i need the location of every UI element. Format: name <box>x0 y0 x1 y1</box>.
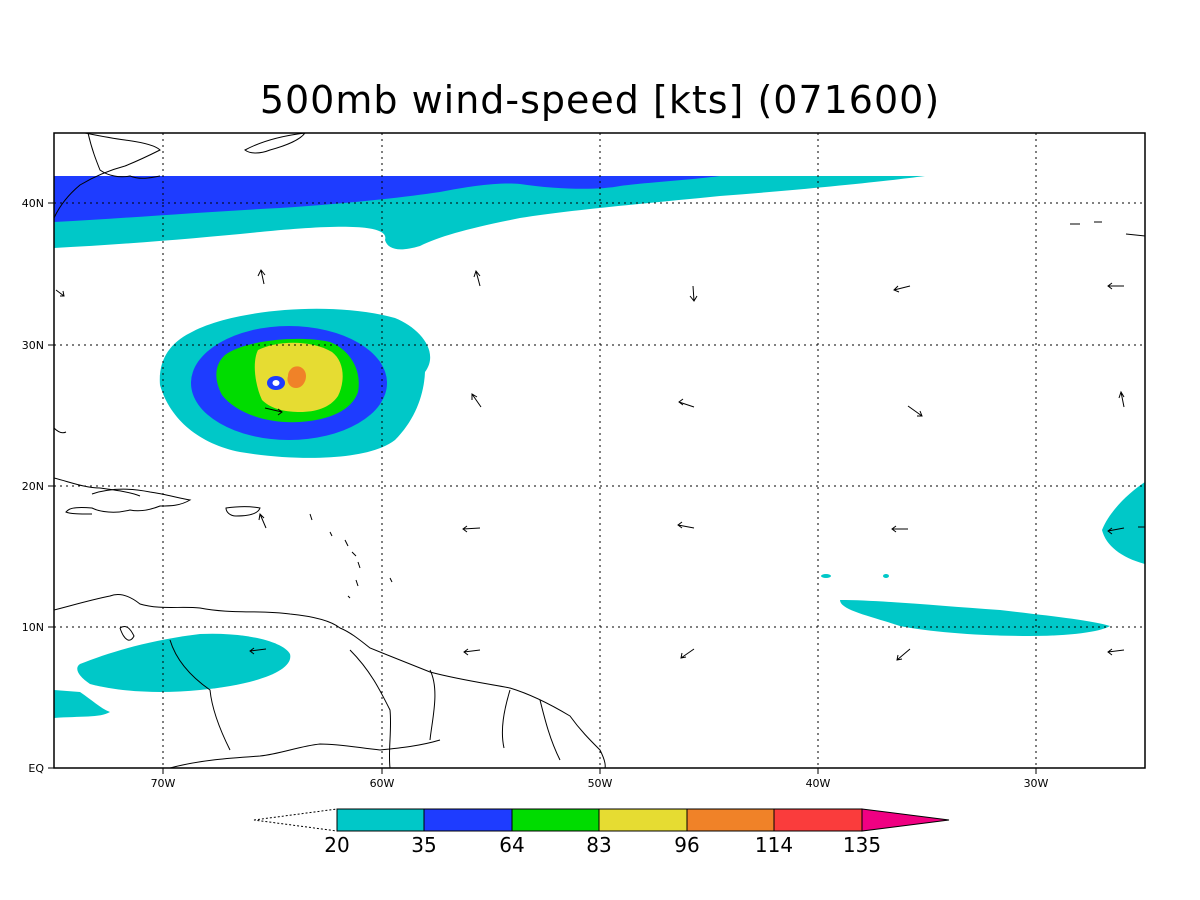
x-tick-label: 30W <box>1024 777 1049 790</box>
wind-vector-arrow <box>471 393 482 408</box>
florida-coastline <box>54 427 67 434</box>
wind-vector-arrow <box>677 521 695 529</box>
axis-tick-marks <box>48 202 1037 774</box>
azores-islands <box>1070 221 1145 237</box>
wind-vector-arrow <box>891 525 908 533</box>
south-america-coastline <box>54 593 606 768</box>
wind-vector-arrow <box>678 398 695 408</box>
wind-vector-arrow <box>249 647 267 655</box>
colorbar-label: 83 <box>586 833 611 857</box>
coastline-new-england <box>87 133 161 179</box>
map-title: 500mb wind-speed [kts] (071600) <box>259 78 941 122</box>
wind-vector-arrow <box>258 512 267 529</box>
x-tick-labels: 70W 60W 50W 40W 30W <box>151 777 1049 790</box>
small-cell-contour <box>821 574 831 578</box>
cyclone-contour-96 <box>287 366 306 388</box>
country-borders <box>169 639 561 768</box>
colorbar-label: 114 <box>755 833 793 857</box>
colorbar-swatch <box>598 808 688 832</box>
wind-vector-arrow <box>257 269 266 285</box>
colorbar: 20 35 64 83 96 114 135 <box>253 808 950 857</box>
western-patch-contour-20 <box>54 690 110 718</box>
wind-vector-arrow <box>1107 527 1125 535</box>
wind-vector-arrow <box>1118 390 1125 408</box>
east-edge-contour-20 <box>1102 482 1145 564</box>
colorbar-swatch <box>686 808 775 832</box>
y-tick-labels: 40N 30N 20N 10N EQ <box>22 197 45 775</box>
y-tick-label: 20N <box>22 480 44 493</box>
colorbar-label: 20 <box>324 833 349 857</box>
x-tick-label: 70W <box>151 777 176 790</box>
x-tick-label: 60W <box>370 777 395 790</box>
wind-speed-contours <box>54 176 1145 718</box>
wind-vector-arrow <box>896 648 911 661</box>
colorbar-label: 35 <box>411 833 436 857</box>
north-america-coastline <box>54 133 161 219</box>
colorbar-swatch <box>336 808 425 832</box>
graticule <box>54 133 1145 768</box>
hispaniola-coastline <box>65 488 192 515</box>
puerto-rico-coastline <box>225 506 261 517</box>
coastlines <box>54 133 1145 768</box>
cuba-coastline <box>54 477 141 497</box>
wind-vector-arrow <box>55 289 65 297</box>
wind-vector-arrow <box>680 648 695 659</box>
small-cell-contour <box>883 574 889 578</box>
cyclone-eye <box>272 380 280 386</box>
colorbar-over-triangle <box>861 808 950 832</box>
y-tick-label: 30N <box>22 339 44 352</box>
wind-vector-arrow <box>264 407 283 416</box>
colorbar-swatch <box>773 808 863 832</box>
wind-vector-arrow <box>689 285 698 302</box>
colorbar-swatch <box>511 808 600 832</box>
caribbean-contour-20 <box>77 633 291 692</box>
nova-scotia-coastline <box>244 133 306 154</box>
jet-contour-35 <box>54 176 720 222</box>
wind-vector-arrow <box>893 285 911 293</box>
wind-vector-arrow <box>473 269 481 287</box>
x-tick-label: 50W <box>588 777 613 790</box>
lake-maracaibo <box>119 625 135 641</box>
colorbar-label: 96 <box>674 833 699 857</box>
wind-vectors <box>55 269 1145 661</box>
atlantic-band-contour-20 <box>840 600 1110 636</box>
wind-vector-arrow <box>1107 648 1125 656</box>
colorbar-swatch <box>423 808 513 832</box>
lesser-antilles-coastline <box>309 513 393 599</box>
y-tick-label: 40N <box>22 197 44 210</box>
x-tick-label: 40W <box>806 777 831 790</box>
y-tick-label: 10N <box>22 621 44 634</box>
y-tick-label: EQ <box>28 762 44 775</box>
wind-vector-arrow <box>1107 282 1124 290</box>
wind-vector-arrow <box>463 648 481 656</box>
colorbar-label: 64 <box>499 833 524 857</box>
colorbar-label: 135 <box>843 833 881 857</box>
colorbar-under-triangle <box>253 808 338 832</box>
wind-vector-arrow <box>907 405 923 417</box>
wind-vector-arrow <box>462 525 481 533</box>
